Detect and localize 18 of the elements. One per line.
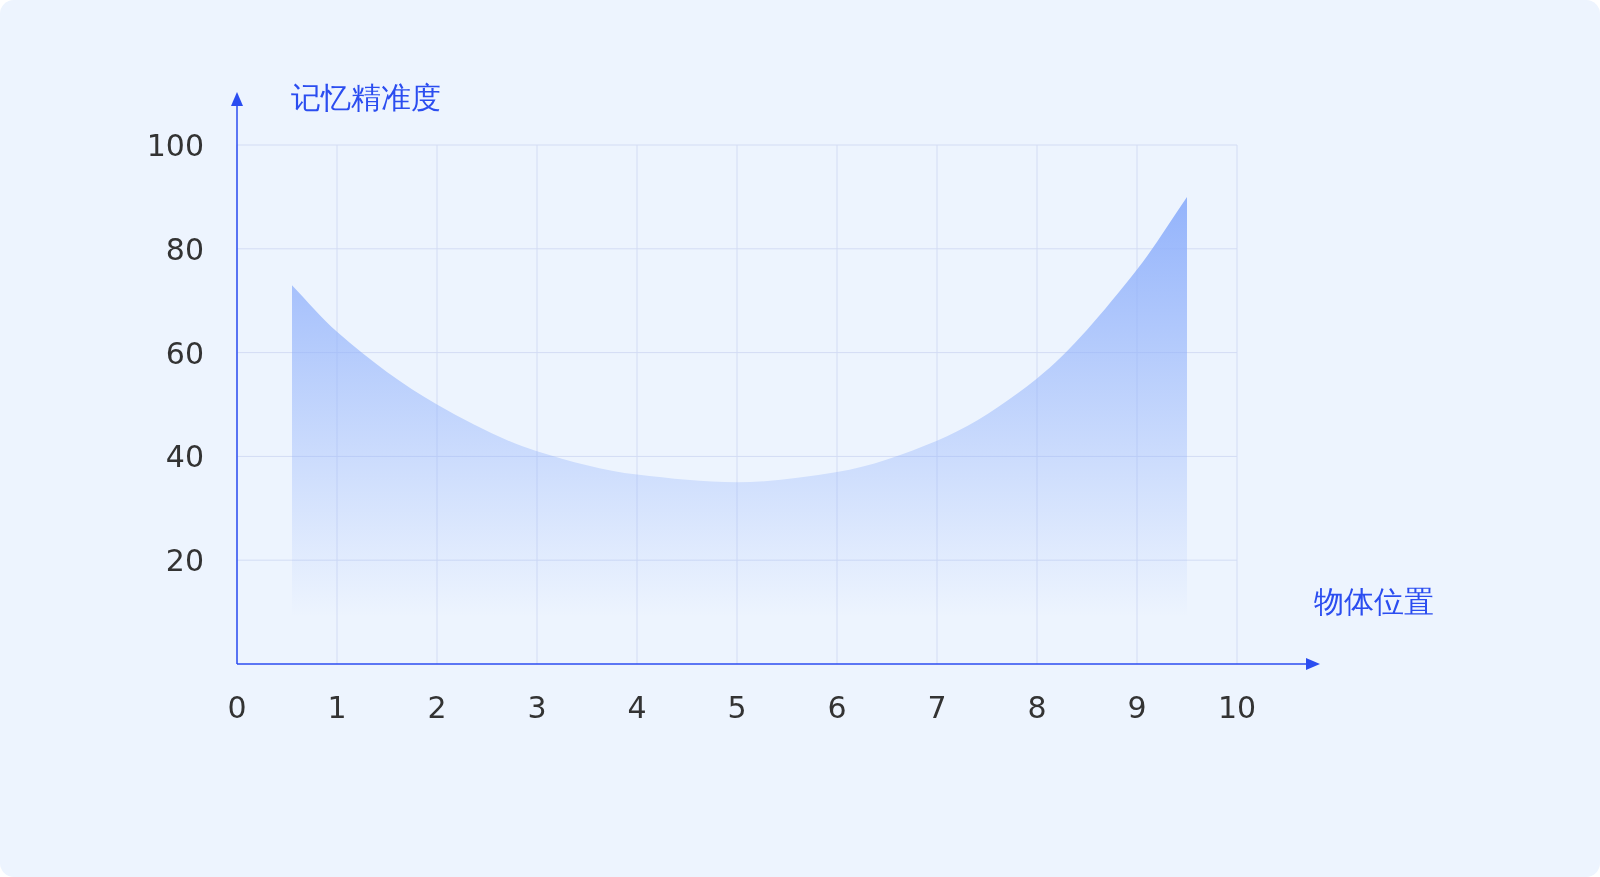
x-tick-label: 6: [827, 690, 847, 725]
x-tick-label: 1: [327, 690, 347, 725]
x-tick-label: 5: [727, 690, 747, 725]
y-tick-label: 60: [165, 335, 204, 371]
y-tick-label: 40: [165, 439, 204, 475]
x-tick-label: 8: [1027, 690, 1047, 725]
y-tick-label: 100: [146, 128, 204, 163]
y-tick-label: 20: [165, 543, 204, 579]
y-tick-label: 80: [165, 231, 204, 267]
x-tick-label: 0: [227, 690, 247, 725]
x-tick-label: 7: [927, 690, 947, 725]
y-axis-title: 记忆精准度: [291, 80, 441, 115]
x-tick-label: 3: [527, 690, 547, 725]
x-tick-label: 10: [1217, 690, 1257, 725]
x-tick-label: 2: [427, 690, 447, 725]
x-axis-title: 物体位置: [1314, 584, 1434, 619]
x-tick-label: 4: [627, 690, 647, 725]
x-tick-label: 9: [1127, 690, 1147, 725]
